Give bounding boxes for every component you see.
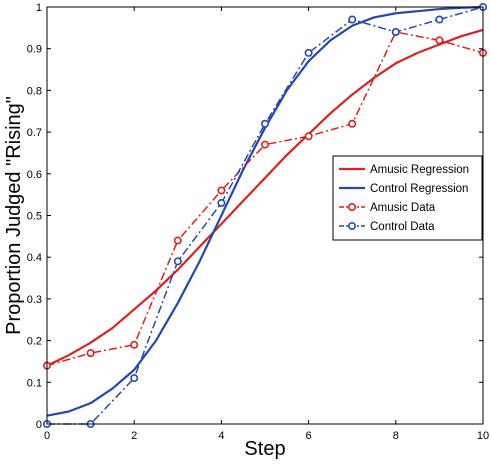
x-tick-label: 6 [306,430,312,442]
amusic-data-point [130,340,139,349]
y-tick-label: 0.7 [27,127,42,139]
control-data-point [304,48,313,57]
legend: Amusic Regression Control Regression Amusi… [332,155,483,241]
y-tick-label: 0.3 [27,294,42,306]
control-data-point [435,15,444,24]
ticks-layer: 0 2 4 6 8 10 0 0.1 0.2 0.3 0.4 0.5 0.6 0.7 0.8 0.9 1 [27,2,489,442]
legend-label-control-regression: Control Regression [370,183,468,195]
legend-label-amusic-regression: Amusic Regression [370,164,469,176]
y-tick-label: 0.2 [27,336,42,348]
control-data-point [260,119,269,128]
control-data-point [130,374,139,383]
control-data-line [47,6,484,425]
legend-label-control-data: Control Data [370,221,435,233]
amusic-data-point [173,236,182,245]
amusic-regression-line [46,28,484,367]
y-tick-label: 0.9 [27,44,42,56]
control-data-point [348,15,357,24]
x-tick-label: 2 [131,430,137,442]
control-data-point [173,257,182,266]
y-tick-label: 0.4 [27,252,42,264]
legend-label-amusic-data: Amusic Data [370,202,436,214]
amusic-data-point [86,349,95,358]
x-tick-label: 10 [477,430,489,442]
x-tick-label: 4 [218,430,224,442]
series-layer [42,2,487,428]
y-tick-label: 0.1 [27,377,42,389]
amusic-data-point [260,140,269,149]
y-tick-label: 0.6 [27,169,42,181]
y-tick-label: 0 [36,419,42,431]
amusic-data-point [435,36,444,45]
legend-marker-amusic-data [347,203,356,212]
control-data-point [391,28,400,37]
legend-marker-control-data [347,222,356,231]
control-regression-line [46,5,484,417]
y-axis-label: Proportion Judged "Rising" [3,96,25,335]
amusic-data-point [304,132,313,141]
y-tick-label: 1 [36,2,42,14]
y-tick-label: 0.5 [27,211,42,223]
amusic-data-point [217,186,226,195]
y-tick-label: 0.8 [27,85,42,97]
x-axis-label: Step [244,438,285,460]
x-tick-label: 8 [393,430,399,442]
control-data-point [217,198,226,207]
amusic-data-point [348,119,357,128]
x-tick-label: 0 [44,430,50,442]
